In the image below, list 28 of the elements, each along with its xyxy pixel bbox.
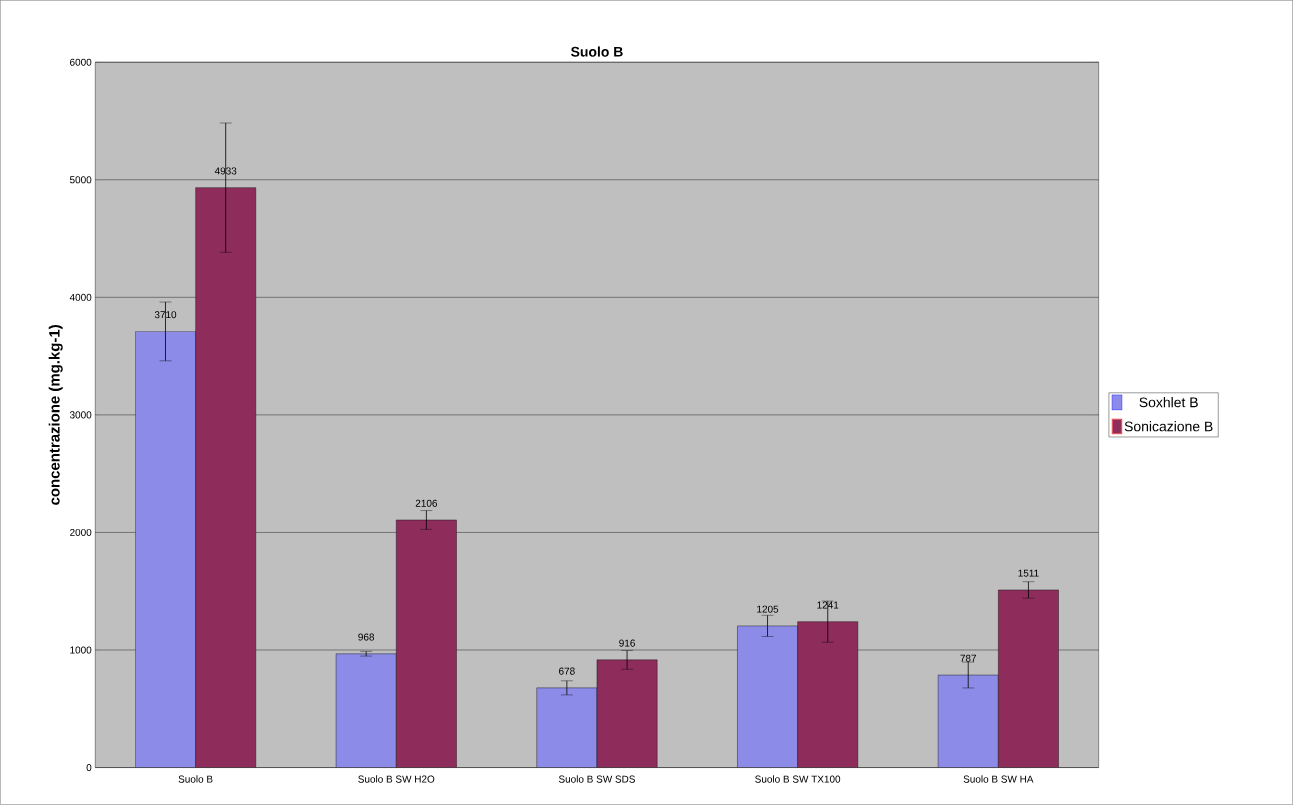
data-label: 2106 xyxy=(415,499,438,507)
x-tick-label: Suolo B SW H2O xyxy=(358,775,435,783)
y-axis-title: concentrazione (mg.kg-1) xyxy=(48,325,63,505)
y-tick-label: 1000 xyxy=(70,646,92,654)
y-tick-label: 2000 xyxy=(70,529,92,537)
bar xyxy=(335,653,397,768)
y-tick-label: 5000 xyxy=(69,176,92,184)
y-tick-label: 0 xyxy=(86,764,92,772)
y-tick-label: 4000 xyxy=(69,293,92,301)
x-tick-label: Suolo B SW TX100 xyxy=(755,775,841,783)
data-label: 916 xyxy=(619,639,635,647)
bar xyxy=(937,674,999,768)
chart-title: Suolo B xyxy=(571,46,623,57)
legend-label: Sonicazione B xyxy=(1124,421,1213,432)
bar xyxy=(135,331,196,768)
bar xyxy=(536,687,598,768)
y-tick-label: 3000 xyxy=(69,411,92,419)
data-label: 1511 xyxy=(1018,569,1039,577)
data-label: 678 xyxy=(559,667,575,675)
y-tick-label: 6000 xyxy=(70,58,92,66)
legend-label: Soxhlet B xyxy=(1139,397,1198,408)
x-tick-label: Suolo B xyxy=(178,775,213,783)
bar xyxy=(737,625,798,768)
data-label: 1205 xyxy=(757,605,779,613)
data-label: 968 xyxy=(358,633,375,641)
x-tick-label: Suolo B SW SDS xyxy=(558,775,635,783)
x-tick-label: Suolo B SW HA xyxy=(963,775,1034,783)
data-label: 787 xyxy=(960,654,977,662)
